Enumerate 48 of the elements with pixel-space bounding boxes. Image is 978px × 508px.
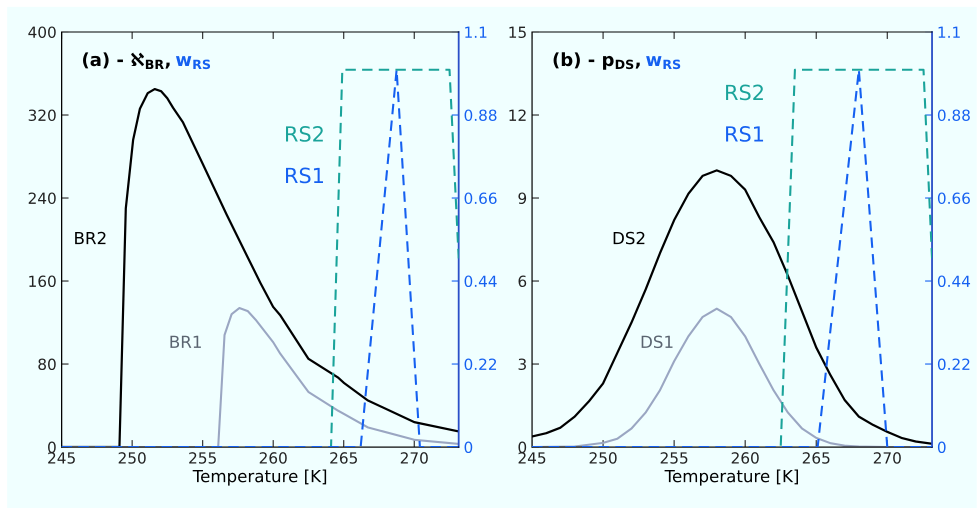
x-tick-label: 270 [874,452,901,464]
x-tick-label: 265 [330,452,357,464]
text: RS1 [286,168,324,184]
text: (a) - ℵ$_{BR}$, w$_{RS}$ [83,52,210,70]
series-label: DS1 [642,336,673,348]
x-tick-label: 270 [400,452,428,464]
series-label: DS2 [614,232,644,244]
y2-tick-label: 0.22 [938,358,970,370]
x-tick-label: 260 [260,452,287,464]
y2-tick-label: 0.44 [938,275,970,288]
y-tick-label: 400 [28,26,56,38]
y-tick-label: 0 [518,442,526,454]
series-label: RS2 [286,126,323,142]
x-tick-label: 250 [118,452,146,464]
y-tick-label: 0 [48,442,56,454]
x-axis-title: Temperature [K] [192,469,326,486]
y-tick-label: 12 [509,109,526,121]
x-tick-label: 245 [48,452,75,464]
text: (b) - p$_{DS}$, w$_{RS}$ [554,52,680,70]
y2-tick-label: 0 [938,442,946,454]
text: RS1 [726,126,764,142]
series-label: BR2 [75,232,106,244]
y-tick-label: 3 [518,358,526,370]
y2-tick-label: 1.1 [465,26,486,38]
y2-tick-label: 0.66 [464,192,497,204]
y-tick-label: 6 [518,275,526,288]
y-tick-label: 160 [29,275,56,288]
x-tick-label: 245 [518,452,546,464]
series-label: RS2 [726,84,763,100]
x-tick-label: 260 [732,452,759,464]
x-tick-label: 255 [660,452,688,464]
y2-tick-label: 0.22 [464,358,496,370]
x-tick-label: 265 [802,452,830,464]
y-tick-label: 9 [518,192,526,204]
y-tick-label: 320 [28,109,56,122]
y2-tick-label: 1.1 [938,26,960,38]
series-label: BR1 [170,336,201,348]
y-tick-label: 15 [509,26,526,38]
x-tick-label: 255 [189,452,216,464]
x-tick-label: 250 [590,452,617,464]
x-axis-title: Temperature [K] [664,469,798,486]
y2-tick-label: 0 [464,442,472,454]
y2-tick-label: 0.88 [464,109,497,122]
y2-tick-label: 0.88 [938,109,970,122]
y2-tick-label: 0.66 [938,192,970,204]
y-tick-label: 240 [28,192,56,204]
y2-tick-label: 0.44 [464,275,497,288]
y-tick-label: 80 [38,358,56,370]
